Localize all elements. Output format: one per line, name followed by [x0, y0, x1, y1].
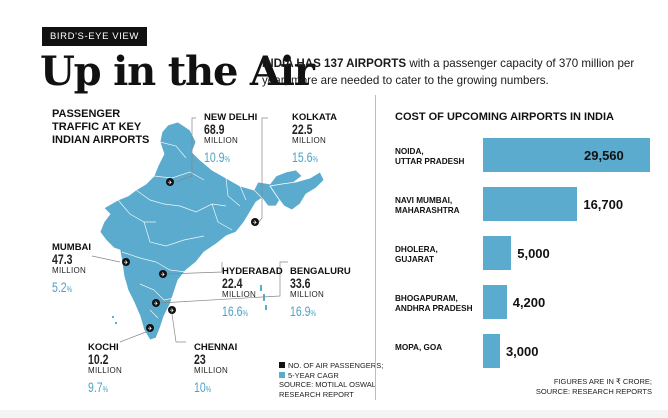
leader-line-bengaluru — [159, 261, 288, 304]
callout-cagr: 16.6% — [222, 304, 249, 319]
india-mainland-shape — [99, 121, 303, 341]
callout-cagr: 10.9% — [204, 150, 231, 165]
callout-unit: MILLION — [204, 136, 239, 145]
callout-unit: MILLION — [290, 290, 325, 299]
bar-value-label: 5,000 — [517, 246, 550, 261]
bar-category-label: NOIDA, UTTAR PRADESH — [395, 147, 465, 166]
leader-lines — [91, 117, 288, 343]
callout-unit: MILLION — [194, 366, 229, 375]
callout-passengers: 22.4 — [222, 276, 243, 291]
svg-text:✈: ✈ — [147, 326, 152, 333]
airport-marker-kolkata: ✈ — [251, 218, 259, 227]
map-title: PASSENGER TRAFFIC AT KEY INDIAN AIRPORTS — [52, 108, 150, 146]
leader-line-chennai — [171, 313, 186, 343]
airport-marker-new-delhi: ✈ — [166, 178, 174, 187]
footnote-source: SOURCE: RESEARCH REPORTS — [535, 386, 652, 396]
leader-line-hyderabad — [166, 262, 223, 275]
section-kicker: BIRD'S-EYE VIEW — [42, 27, 147, 46]
svg-text:✈: ✈ — [160, 272, 165, 279]
callout-cagr: 16.9% — [290, 304, 317, 319]
bar-category-label: NAVI MUMBAI, MAHARASHTRA — [395, 196, 460, 215]
callout-hyderabad: HYDERABAD 22.4 MILLION 16.6% — [222, 266, 283, 321]
callout-city: HYDERABAD — [222, 266, 283, 277]
airport-marker-bengaluru: ✈ — [152, 299, 160, 308]
callout-city: KOCHI — [88, 342, 119, 353]
callout-cagr: 10% — [194, 380, 212, 395]
callout-new-delhi: NEW DELHI 68.9 MILLION 10.9% — [204, 112, 257, 167]
airport-marker-mumbai: ✈ — [122, 258, 130, 267]
legend-swatch-black — [279, 362, 285, 368]
airport-marker-kochi: ✈ — [146, 324, 154, 333]
callout-cagr: 15.6% — [292, 150, 319, 165]
legend-source-2: RESEARCH REPORT — [279, 389, 354, 399]
callout-passengers: 22.5 — [292, 122, 313, 137]
airport-marker-chennai: ✈ — [168, 306, 176, 315]
svg-text:✈: ✈ — [123, 260, 128, 267]
callout-cagr: 5.2% — [52, 280, 73, 295]
svg-text:✈: ✈ — [153, 301, 158, 308]
airport-markers: ✈ ✈ ✈ ✈ ✈ ✈ ✈ — [122, 178, 259, 333]
callout-city: CHENNAI — [194, 342, 238, 353]
bar-chart-footnote: FIGURES ARE IN ₹ CRORE; SOURCE: RESEARCH… — [536, 377, 652, 396]
leader-line-kochi — [119, 331, 147, 343]
bar-value-label: 16,700 — [583, 197, 624, 212]
bar — [483, 285, 507, 319]
legend-cagr: 5-YEAR CAGR — [279, 371, 383, 381]
bar-category-label: DHOLERA, GUJARAT — [395, 245, 438, 264]
bar — [483, 138, 650, 172]
legend-passengers: NO. OF AIR PASSENGERS; — [279, 361, 383, 371]
island-groups — [112, 285, 267, 324]
svg-text:✈: ✈ — [252, 220, 257, 227]
bar-chart-title: COST OF UPCOMING AIRPORTS IN INDIA — [395, 111, 614, 123]
callout-cagr: 9.7% — [88, 380, 109, 395]
callout-unit: MILLION — [88, 366, 123, 375]
callout-city: MUMBAI — [52, 242, 92, 253]
callout-bengaluru: BENGALURU 33.6 MILLION 16.9% — [290, 266, 351, 321]
leader-line-new-delhi — [175, 117, 196, 183]
bar — [483, 236, 512, 270]
deck-lead: INDIA HAS 137 AIRPORTS — [262, 57, 407, 70]
deck-text: INDIA HAS 137 AIRPORTS with a passenger … — [262, 55, 652, 89]
footnote-units: FIGURES ARE IN ₹ CRORE; — [553, 377, 652, 386]
column-divider — [375, 95, 376, 400]
callout-passengers: 23 — [194, 352, 206, 367]
deck-body: with a passenger capacity of 370 million… — [262, 57, 635, 87]
legend-source-1: SOURCE: MOTILAL OSWAL — [279, 380, 376, 389]
airport-marker-hyderabad: ✈ — [159, 270, 167, 279]
northeast-shape — [269, 171, 325, 211]
bar-value-label: 4,200 — [512, 295, 546, 310]
callout-kochi: KOCHI 10.2 MILLION 9.7% — [88, 342, 122, 397]
bar — [483, 334, 500, 368]
callout-passengers: 47.3 — [52, 252, 73, 267]
leader-line-mumbai — [91, 255, 121, 263]
callout-passengers: 10.2 — [88, 352, 109, 367]
bar-value-label: 29,560 — [584, 148, 624, 163]
leader-line-kolkata — [258, 117, 268, 223]
bar-category-label: BHOGAPURAM, ANDHRA PRADESH — [395, 294, 473, 313]
callout-mumbai: MUMBAI 47.3 MILLION 5.2% — [52, 242, 91, 297]
callout-unit: MILLION — [222, 290, 257, 299]
svg-text:✈: ✈ — [167, 180, 172, 187]
bar-value-label: 3,000 — [505, 344, 539, 359]
callout-unit: MILLION — [52, 266, 87, 275]
map-legend: NO. OF AIR PASSENGERS; 5-YEAR CAGR SOURC… — [279, 361, 383, 399]
state-borders — [117, 141, 263, 319]
callout-chennai: CHENNAI 23 MILLION 10% — [194, 342, 237, 397]
callout-city: KOLKATA — [292, 112, 338, 123]
headline: Up in the Air — [40, 48, 315, 95]
legend-swatch-blue — [279, 371, 285, 378]
callout-unit: MILLION — [292, 136, 327, 145]
callout-kolkata: KOLKATA 22.5 MILLION 15.6% — [292, 112, 337, 167]
bar-category-label: MOPA, GOA — [395, 343, 443, 352]
bar — [483, 187, 578, 221]
callout-passengers: 68.9 — [204, 122, 225, 137]
callout-city: NEW DELHI — [204, 112, 258, 123]
bottom-band — [0, 410, 668, 418]
callout-passengers: 33.6 — [290, 276, 311, 291]
svg-text:✈: ✈ — [169, 308, 174, 315]
callout-city: BENGALURU — [290, 266, 351, 277]
